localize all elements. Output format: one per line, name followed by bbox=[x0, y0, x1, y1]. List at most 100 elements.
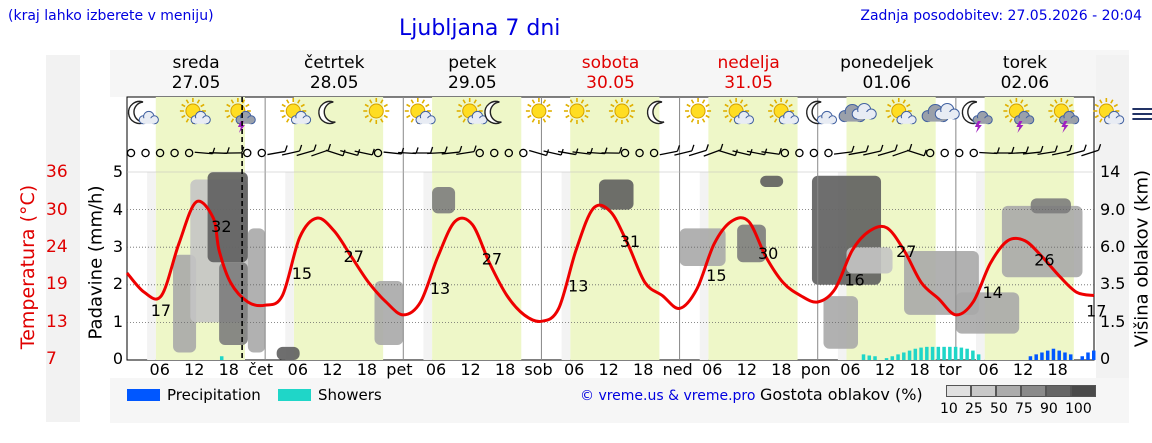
lightning-icon bbox=[1061, 121, 1069, 133]
sun-ray bbox=[1110, 99, 1114, 104]
barb-flag bbox=[691, 144, 695, 152]
wind-barb-icon bbox=[877, 144, 898, 157]
day-name: sobota bbox=[581, 53, 640, 73]
temperature-label: 13 bbox=[430, 279, 450, 298]
temperature-label: 14 bbox=[982, 283, 1002, 302]
twilight-band bbox=[147, 172, 156, 360]
temperature-label: 30 bbox=[758, 244, 778, 263]
showers-bar bbox=[930, 346, 935, 360]
temperature-curve bbox=[125, 199, 1095, 324]
precipitation-tick: 0 bbox=[112, 349, 124, 368]
showers-bar bbox=[913, 348, 918, 360]
sun-ray bbox=[1009, 118, 1013, 123]
temperature-label: 26 bbox=[1034, 250, 1054, 269]
calm-wind-icon bbox=[373, 148, 383, 158]
calm-wind-icon bbox=[184, 148, 194, 158]
sun-ray bbox=[546, 114, 551, 119]
sun-ray bbox=[887, 114, 892, 119]
hour-tick: 06 bbox=[425, 360, 447, 379]
sun-ray bbox=[1068, 103, 1074, 108]
showers-bar bbox=[953, 346, 958, 360]
barb-flag bbox=[313, 144, 317, 151]
cloud-icon bbox=[778, 110, 799, 125]
barb-shaft bbox=[557, 150, 576, 156]
sun-ray bbox=[686, 103, 691, 108]
moon-crescent bbox=[484, 100, 502, 125]
moon-crescent bbox=[318, 100, 336, 125]
sun-ray bbox=[410, 99, 414, 104]
sun-icon bbox=[363, 98, 390, 124]
showers-bar bbox=[965, 348, 969, 360]
barb-flag bbox=[226, 147, 230, 154]
calm-wind-icon bbox=[620, 148, 630, 158]
temperature-label: 13 bbox=[568, 277, 588, 296]
cloud-base bbox=[844, 113, 861, 122]
barb-flag bbox=[908, 143, 913, 151]
density-swatch bbox=[1071, 385, 1096, 397]
precipitation-bar bbox=[1063, 352, 1067, 360]
wind-barb-icon bbox=[892, 143, 913, 157]
cloud-blob bbox=[1030, 198, 1071, 214]
showers-bar bbox=[959, 347, 964, 360]
day-label: sobota 30.05 bbox=[556, 53, 666, 93]
sun-ray bbox=[629, 114, 634, 119]
barb-shaft bbox=[543, 150, 562, 156]
sun-ray bbox=[686, 114, 691, 119]
sun-ray bbox=[906, 103, 911, 108]
wind-barb-icon bbox=[354, 148, 375, 156]
twilight-band bbox=[976, 172, 985, 360]
wind-barb-icon bbox=[1052, 144, 1073, 156]
barb-shaft bbox=[296, 149, 315, 157]
sun-ray bbox=[369, 118, 373, 123]
hour-tick: 12 bbox=[874, 360, 896, 379]
sun-ray bbox=[1009, 99, 1013, 104]
cloud-base bbox=[295, 118, 307, 124]
precipitation-bar bbox=[1040, 352, 1044, 360]
cloud-icon bbox=[415, 110, 436, 125]
showers-bar bbox=[884, 358, 889, 360]
barb-flag bbox=[1011, 146, 1015, 154]
wind-barb-icon bbox=[1022, 145, 1044, 155]
sun-ray bbox=[297, 99, 301, 104]
sun-ray bbox=[281, 114, 286, 119]
barb-shaft bbox=[833, 151, 852, 155]
barb-flag bbox=[342, 149, 346, 156]
day-abbrev-tick: tor bbox=[938, 360, 962, 379]
showers-bar bbox=[890, 356, 895, 360]
sun-ray bbox=[887, 103, 892, 108]
sun-ray bbox=[629, 103, 634, 108]
precipitation-bars bbox=[219, 346, 1096, 360]
cloud-icon bbox=[934, 103, 960, 120]
sun-ray bbox=[462, 99, 466, 104]
precipitation-legend-label: Precipitation bbox=[167, 386, 261, 404]
cloud-icon bbox=[235, 110, 256, 125]
wind-barb-icon bbox=[325, 149, 346, 157]
sun-icon bbox=[525, 98, 552, 124]
sun-ray bbox=[569, 99, 574, 104]
precipitation-tick: 3 bbox=[112, 237, 124, 256]
sun-ray bbox=[1099, 118, 1103, 123]
barb-flag bbox=[923, 149, 927, 156]
precipitation-bar bbox=[1080, 356, 1084, 360]
sun-ray bbox=[728, 118, 733, 123]
hour-tick: 18 bbox=[356, 360, 378, 379]
sun-ray bbox=[1065, 99, 1069, 104]
page-title: Ljubljana 7 dni bbox=[399, 16, 561, 41]
precipitation-swatch bbox=[127, 389, 160, 401]
wind-barb-icon bbox=[281, 144, 303, 156]
barb-flag bbox=[327, 143, 332, 151]
sun-ray bbox=[1023, 103, 1029, 108]
barb-shaft bbox=[267, 150, 286, 156]
barb-flag bbox=[851, 145, 855, 153]
sun-ray bbox=[788, 103, 793, 108]
hour-tick: 18 bbox=[494, 360, 516, 379]
day-abbrev-tick: ned bbox=[662, 360, 693, 379]
precipitation-bar bbox=[1092, 350, 1096, 360]
cloud-blob bbox=[247, 228, 266, 353]
copyright-link[interactable]: © vreme.us & vreme.pro bbox=[580, 388, 756, 404]
hour-tick: 06 bbox=[149, 360, 170, 379]
wind-barb-icon bbox=[557, 148, 579, 156]
sun-ray bbox=[625, 99, 630, 104]
sun-ray bbox=[565, 103, 570, 108]
barb-flag bbox=[1040, 145, 1044, 153]
